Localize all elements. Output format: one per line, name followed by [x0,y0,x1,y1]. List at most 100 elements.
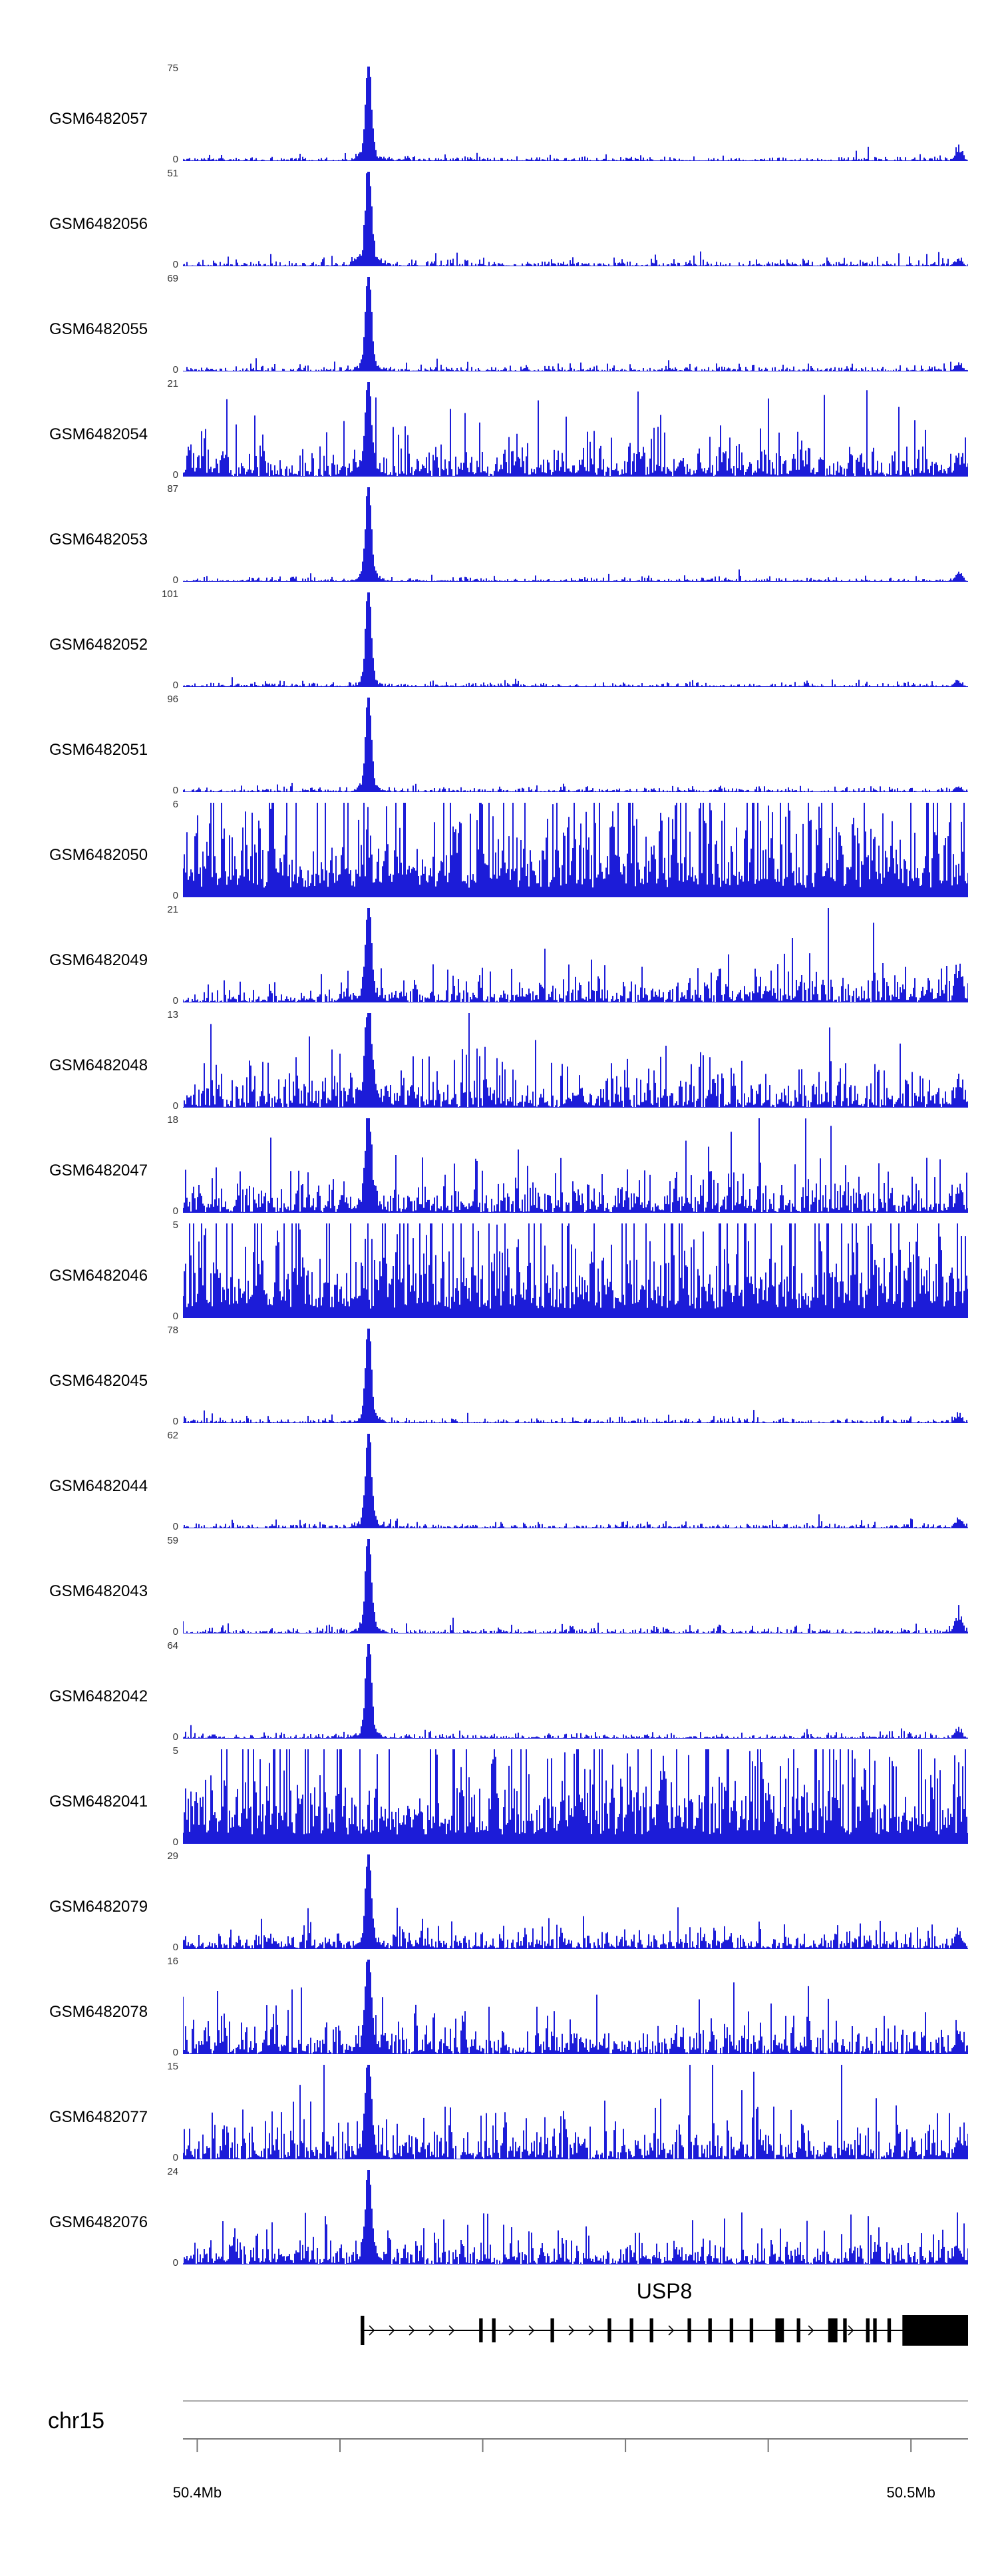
y-axis-zero-label: 0 [172,259,178,270]
track-row: GSM6482056 51 0 [0,168,998,277]
y-axis-max-label: 6 [172,799,178,810]
coverage-signal [183,1118,968,1213]
track-sample-label: GSM6482051 [49,741,148,759]
track-sample-label: GSM6482047 [49,1162,148,1180]
gene-exon [828,2318,838,2342]
strand-direction-arrow-icon [668,2325,675,2336]
gene-exon [902,2315,968,2346]
track-row: GSM6482043 59 0 [0,1536,998,1644]
track-signal-plot: 69 0 [167,274,968,375]
gene-exon [866,2318,870,2342]
gene-exon [687,2318,691,2342]
track-signal-plot: 13 0 [167,1010,968,1111]
y-axis-zero-label: 0 [172,1836,178,1848]
coverage-signal [183,382,968,477]
ruler-separator-line [183,2400,968,2402]
axis-end-label: 50.5Mb [886,2484,935,2501]
track-sample-label: GSM6482052 [49,636,148,654]
gene-exon [492,2318,496,2342]
gene-exon [649,2318,653,2342]
coverage-signal [183,698,968,792]
track-sample-label: GSM6482042 [49,1687,148,1705]
gene-annotation-region: USP8 [0,2279,998,2366]
track-sample-label: GSM6482041 [49,1793,148,1811]
strand-direction-arrow-icon [808,2325,814,2336]
track-sample-label: GSM6482057 [49,110,148,128]
track-sample-label: GSM6482046 [49,1267,148,1285]
gene-exon [796,2318,800,2342]
coverage-signal [183,172,968,266]
track-sample-label: GSM6482055 [49,320,148,338]
track-sample-label: GSM6482054 [49,425,148,443]
gene-exon [775,2318,784,2342]
coverage-signal [183,1644,968,1739]
track-sample-label: GSM6482079 [49,1898,148,1916]
y-axis-max-label: 18 [167,1114,178,1126]
y-axis-max-label: 13 [167,1009,178,1020]
coverage-signal [183,67,968,161]
track-sample-label: GSM6482056 [49,215,148,233]
track-signal-plot: 62 0 [167,1430,968,1532]
y-axis-max-label: 69 [167,273,178,284]
track-sample-label: GSM6482048 [49,1056,148,1074]
y-axis-zero-label: 0 [172,469,178,481]
track-row: GSM6482076 24 0 [0,2166,998,2275]
track-row: GSM6482044 62 0 [0,1430,998,1539]
track-row: GSM6482049 21 0 [0,905,998,1013]
gene-name-label: USP8 [636,2279,693,2303]
y-axis-max-label: 5 [172,1745,178,1757]
gene-exon [550,2318,554,2342]
y-axis-zero-label: 0 [172,1205,178,1217]
coverage-signal [183,1854,968,1949]
y-axis-zero-label: 0 [172,1311,178,1322]
y-axis-zero-label: 0 [172,364,178,375]
gene-exon [607,2318,611,2342]
y-axis-zero-label: 0 [172,1416,178,1427]
track-sample-label: GSM6482044 [49,1477,148,1495]
gene-exon [479,2318,483,2342]
strand-direction-arrow-icon [848,2325,854,2336]
y-axis-max-label: 78 [167,1325,178,1336]
genome-coordinate-axis: 50.4Mb 50.5Mb [173,2438,968,2501]
coverage-signal [183,487,968,582]
track-sample-label: GSM6482050 [49,846,148,864]
track-signal-plot: 29 0 [167,1851,968,1952]
track-row: GSM6482054 21 0 [0,379,998,487]
y-axis-max-label: 51 [167,168,178,179]
strand-direction-arrow-icon [528,2325,535,2336]
coverage-signal [183,1329,968,1423]
track-row: GSM6482045 78 0 [0,1325,998,1434]
track-signal-plot: 15 0 [167,2061,968,2163]
coverage-signal [183,1434,968,1528]
track-row: GSM6482077 15 0 [0,2061,998,2170]
track-row: GSM6482057 75 0 [0,63,998,172]
strand-direction-arrow-icon [369,2325,375,2336]
y-axis-zero-label: 0 [172,1100,178,1112]
y-axis-max-label: 21 [167,378,178,389]
coverage-signal [183,1223,968,1318]
y-axis-max-label: 5 [172,1219,178,1231]
strand-direction-arrow-icon [428,2325,435,2336]
signal-tracks: GSM6482057 75 0 GSM6482056 51 0 GSM6482055 69 0 G… [0,63,998,2275]
track-sample-label: GSM6482045 [49,1372,148,1390]
gene-exon [361,2316,365,2345]
strand-direction-arrow-icon [389,2325,395,2336]
track-row: GSM6482053 87 0 [0,484,998,592]
y-axis-zero-label: 0 [172,154,178,165]
y-axis-max-label: 24 [167,2166,178,2177]
track-signal-plot: 59 0 [167,1536,968,1637]
strand-direction-arrow-icon [568,2325,575,2336]
track-sample-label: GSM6482053 [49,531,148,548]
chromosome-label: chr15 [48,2408,105,2434]
y-axis-zero-label: 0 [172,2047,178,2058]
strand-direction-arrow-icon [448,2325,455,2336]
track-row: GSM6482046 5 0 [0,1219,998,1329]
track-signal-plot: 51 0 [167,168,968,270]
track-row: GSM6482047 18 0 [0,1114,998,1223]
y-axis-max-label: 64 [167,1640,178,1651]
track-signal-plot: 21 0 [167,379,968,480]
y-axis-zero-label: 0 [172,890,178,901]
y-axis-zero-label: 0 [172,2152,178,2163]
y-axis-zero-label: 0 [172,785,178,796]
